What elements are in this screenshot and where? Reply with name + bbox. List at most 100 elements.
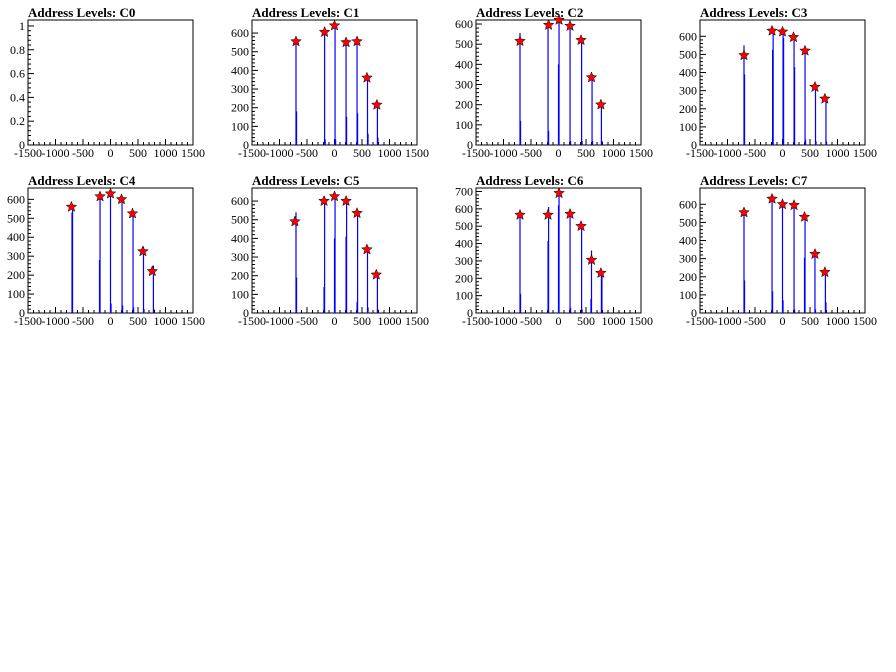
- x-tick-label: 500: [577, 146, 595, 160]
- peak-star-icon: [575, 34, 587, 46]
- peak-star-icon: [553, 13, 565, 25]
- y-tick-label: 0: [19, 306, 25, 320]
- x-tick-label: 0: [332, 314, 338, 328]
- y-tick-label: 600: [455, 202, 473, 216]
- peak-star-icon: [585, 71, 598, 83]
- y-tick-label: 100: [455, 289, 473, 303]
- x-tick-label: 500: [353, 314, 371, 328]
- peak-star-icon: [137, 245, 149, 257]
- peak-star-icon: [809, 247, 821, 260]
- y-tick-label: 0.6: [10, 67, 25, 81]
- x-tick-label: 0: [556, 314, 562, 328]
- x-tick-label: -1000: [490, 146, 518, 160]
- peak-star-icon: [787, 31, 800, 43]
- chart-title: Address Levels: C4: [28, 173, 136, 188]
- y-tick-label: 300: [231, 82, 249, 96]
- x-tick-label: -1000: [266, 146, 294, 160]
- x-tick-label: -1500: [14, 314, 42, 328]
- x-tick-label: 1000: [602, 146, 626, 160]
- x-tick-label: 1000: [378, 146, 402, 160]
- chart-panel-c3: Address Levels: C3-1500 -1000 -500 0 500 1000…: [679, 5, 877, 160]
- chart-panel-c1: Address Levels: C1-1500 -1000 -500 0 500 1000…: [231, 5, 429, 160]
- y-tick-label: 400: [679, 66, 697, 80]
- peak-star-icon: [351, 35, 363, 47]
- y-tick-label: 0.8: [10, 43, 25, 57]
- peak-star-icon: [328, 190, 341, 202]
- chart-panel-c6: Address Levels: C6-1500 -1000 -500 0 500 1000…: [455, 173, 653, 328]
- x-tick-label: 500: [129, 146, 147, 160]
- x-tick-label: -1500: [238, 146, 266, 160]
- peak-star-icon: [766, 24, 778, 36]
- y-tick-label: 0: [691, 138, 697, 152]
- peak-star-icon: [318, 25, 331, 38]
- x-tick-label: 1500: [853, 146, 877, 160]
- y-tick-label: 100: [231, 119, 249, 133]
- y-tick-label: 600: [455, 17, 473, 31]
- peak-star-icon: [146, 265, 159, 277]
- y-tick-label: 300: [231, 250, 249, 264]
- y-tick-label: 300: [455, 78, 473, 92]
- y-tick-label: 300: [679, 84, 697, 98]
- y-tick-label: 100: [455, 118, 473, 132]
- peak-star-icon: [126, 207, 139, 219]
- peak-star-icon: [738, 206, 750, 218]
- y-tick-label: 100: [231, 287, 249, 301]
- x-tick-label: 0: [332, 146, 338, 160]
- y-tick-label: 500: [455, 219, 473, 233]
- peak-star-icon: [94, 190, 106, 202]
- chart-panel-c7: Address Levels: C7-1500 -1000 -500 0 500 1000…: [679, 173, 877, 328]
- y-tick-label: 400: [679, 234, 697, 248]
- x-tick-label: -500: [296, 146, 318, 160]
- y-tick-label: 700: [455, 184, 473, 198]
- y-tick-label: 400: [455, 237, 473, 251]
- peak-star-icon: [798, 210, 811, 222]
- y-tick-label: 400: [231, 63, 249, 77]
- y-tick-label: 500: [679, 215, 697, 229]
- peak-star-icon: [361, 243, 373, 255]
- y-tick-label: 400: [7, 230, 25, 244]
- x-tick-label: -500: [72, 314, 94, 328]
- peak-star-icon: [809, 80, 821, 93]
- x-tick-label: -1500: [686, 314, 714, 328]
- peak-star-icon: [799, 44, 811, 56]
- x-tick-label: 0: [780, 314, 786, 328]
- x-tick-label: -1500: [14, 146, 42, 160]
- x-tick-label: -1000: [266, 314, 294, 328]
- y-tick-label: 600: [679, 29, 697, 43]
- peak-star-icon: [776, 198, 789, 210]
- x-tick-label: -1000: [714, 146, 742, 160]
- peak-star-icon: [594, 98, 607, 110]
- y-tick-label: 400: [455, 57, 473, 71]
- peak-star-icon: [594, 266, 607, 279]
- y-tick-label: 200: [455, 271, 473, 285]
- x-tick-label: 1000: [154, 146, 178, 160]
- peak-star-icon: [115, 193, 128, 205]
- x-tick-label: -1500: [238, 314, 266, 328]
- y-tick-label: 100: [679, 288, 697, 302]
- chart-panel-c2: Address Levels: C2-1500 -1000 -500 0 500 1000…: [455, 5, 653, 160]
- y-tick-label: 100: [7, 287, 25, 301]
- x-tick-label: -1000: [42, 314, 70, 328]
- x-tick-label: -500: [520, 146, 542, 160]
- x-tick-label: 1500: [629, 146, 653, 160]
- y-tick-label: 600: [231, 194, 249, 208]
- peak-star-icon: [104, 187, 117, 199]
- chart-title: Address Levels: C7: [700, 173, 808, 188]
- y-tick-label: 1: [19, 19, 25, 33]
- y-tick-label: 0: [19, 138, 25, 152]
- x-tick-label: 1000: [154, 314, 178, 328]
- chart-title: Address Levels: C6: [476, 173, 584, 188]
- y-tick-label: 200: [679, 270, 697, 284]
- x-tick-label: -1500: [462, 314, 490, 328]
- y-tick-label: 0.2: [10, 114, 25, 128]
- x-tick-label: 1000: [826, 314, 850, 328]
- y-tick-label: 600: [231, 26, 249, 40]
- x-tick-label: -1000: [42, 146, 70, 160]
- y-tick-label: 200: [231, 269, 249, 283]
- x-tick-label: -500: [744, 146, 766, 160]
- y-tick-label: 0: [243, 306, 249, 320]
- peak-star-icon: [818, 266, 831, 278]
- y-tick-label: 500: [231, 213, 249, 227]
- y-tick-label: 200: [455, 98, 473, 112]
- x-tick-label: -1000: [714, 314, 742, 328]
